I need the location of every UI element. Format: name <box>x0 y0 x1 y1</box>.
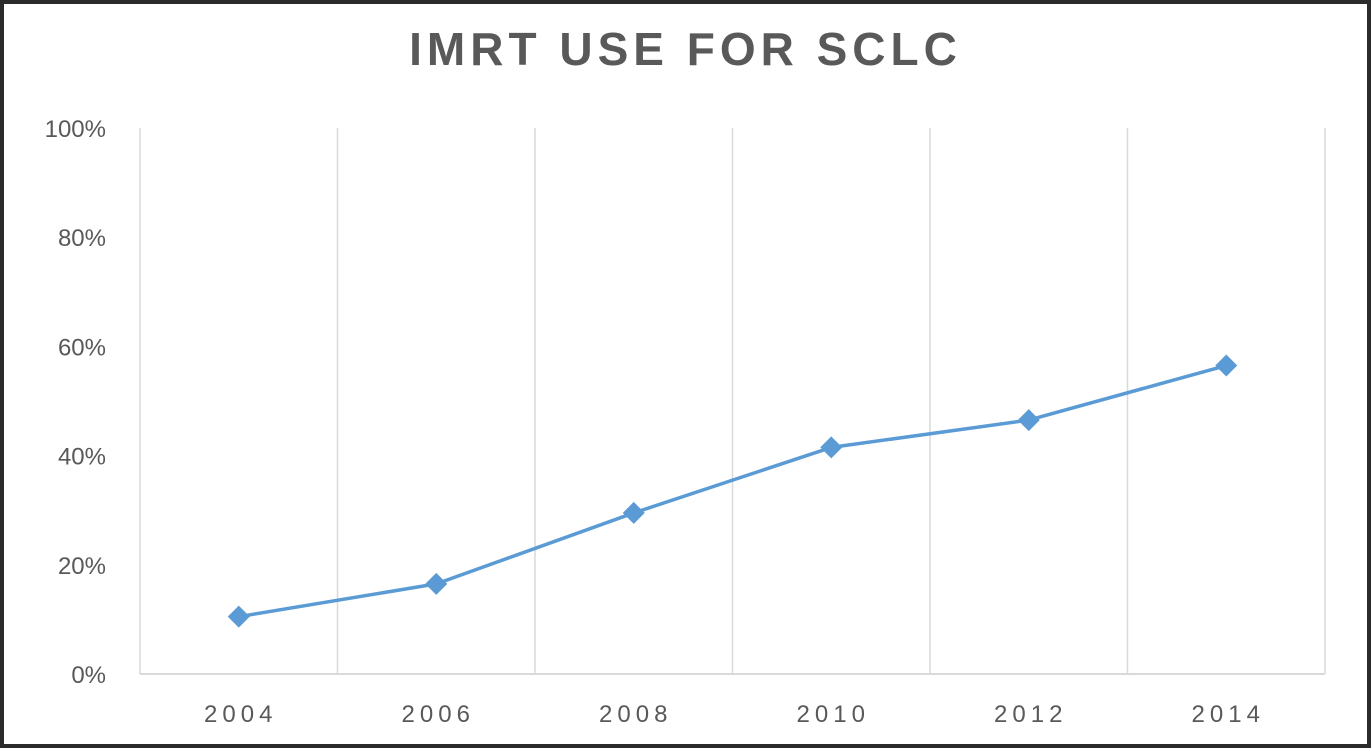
x-tick-label: 2014 <box>1192 701 1265 728</box>
x-tick-label: 2008 <box>599 701 672 728</box>
data-point-marker <box>425 572 448 595</box>
y-tick-label: 80% <box>58 225 106 252</box>
y-tick-label: 40% <box>58 444 106 471</box>
x-tick-label: 2012 <box>994 701 1067 728</box>
y-tick-label: 100% <box>45 116 106 143</box>
data-point-marker <box>1017 409 1040 432</box>
data-point-marker <box>622 501 645 524</box>
x-tick-label: 2004 <box>204 701 277 728</box>
series-line <box>238 363 1227 619</box>
y-tick-label: 20% <box>58 553 106 580</box>
chart-title: IMRT USE FOR SCLC <box>409 23 962 75</box>
data-point-marker <box>227 605 250 628</box>
y-tick-label: 0% <box>71 662 106 689</box>
y-tick-label: 60% <box>58 334 106 361</box>
data-point-marker <box>820 436 843 459</box>
data-point-marker <box>1215 354 1238 377</box>
x-tick-label: 2010 <box>797 701 870 728</box>
x-tick-label: 2006 <box>402 701 475 728</box>
